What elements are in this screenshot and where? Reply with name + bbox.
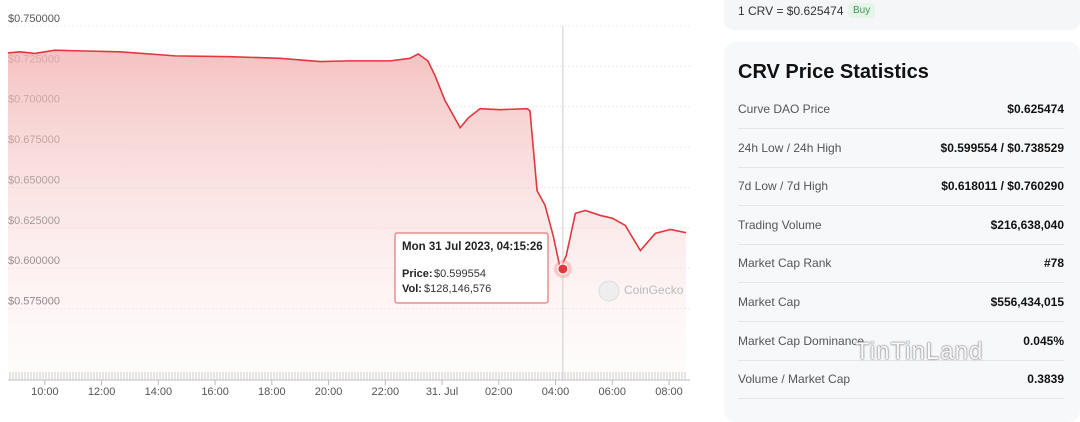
tooltip-box — [394, 232, 549, 304]
tooltip: Mon 31 Jul 2023, 04:15:26 Price: $0.599554… — [394, 232, 549, 304]
stat-value: $556,434,015 — [990, 295, 1064, 309]
stat-value: $0.625474 — [1007, 102, 1064, 116]
tooltip-vol: $128,146,576 — [424, 283, 491, 295]
x-tick-label: 04:00 — [542, 386, 570, 398]
x-tick-label: 18:00 — [258, 386, 286, 398]
price-line — [7, 49, 687, 272]
stat-label: Market Cap — [738, 295, 801, 309]
watermark: TinTinLand — [855, 338, 983, 366]
stat-label: 24h Low / 24h High — [738, 140, 842, 155]
stats-title: CRV Price Statistics — [738, 61, 929, 83]
buy-button[interactable]: Buy — [848, 3, 876, 18]
stat-label: Trading Volume — [738, 217, 822, 232]
stat-row: Market Cap $556,434,015 — [738, 283, 1064, 322]
stat-value: $0.599554 / $0.738529 — [940, 140, 1064, 155]
x-tick-label: 12:00 — [88, 386, 116, 398]
tooltip-price-label: Price: — [402, 268, 433, 280]
tooltip-price: $0.599554 — [434, 268, 486, 280]
stat-value: #78 — [1043, 256, 1064, 271]
stat-row: 24h Low / 24h High $0.599554 / $0.738529 — [738, 129, 1064, 168]
stat-row: Market Cap Rank #78 — [738, 244, 1064, 284]
converter: 1 CRV = $0.625474 Buy — [724, 0, 1080, 30]
area-fill — [8, 50, 686, 380]
watermark-text: TinTinLand — [855, 338, 984, 365]
tooltip-date: Mon 31 Jul 2023, 04:15:26 — [402, 241, 543, 253]
tooltip-vol-label: Vol: — [402, 283, 422, 295]
x-tick-label: 06:00 — [598, 386, 626, 398]
stat-row: 7d Low / 7d High $0.618011 / $0.760290 — [738, 167, 1064, 207]
x-tick-label: 31. Jul — [426, 386, 458, 398]
stat-label: Market Cap Rank — [738, 256, 832, 271]
converter-text: 1 CRV = $0.625474 — [738, 4, 844, 18]
stat-label: 7d Low / 7d High — [738, 179, 829, 194]
source-text: CoinGecko — [624, 283, 684, 297]
stat-value: $0.618011 / $0.760290 — [941, 179, 1064, 194]
stat-label: Market Cap Dominance — [738, 333, 865, 348]
x-tick-label: 02:00 — [485, 386, 513, 398]
stat-row: Curve DAO Price $0.625474 — [738, 90, 1064, 129]
stat-label: Volume / Market Cap — [738, 372, 851, 387]
x-tick-label: 16:00 — [201, 386, 229, 398]
source-logo: CoinGecko — [598, 280, 684, 302]
x-tick-label: 20:00 — [315, 386, 343, 398]
hover-point — [557, 263, 569, 275]
stats-panel: CRV Price Statistics Curve DAO Price $0.6… — [724, 42, 1080, 422]
chart: $0.750000$0.725000$0.700000$0.675000$0.6… — [7, 13, 690, 398]
stat-label: Curve DAO Price — [738, 102, 831, 116]
x-tick-label: 22:00 — [372, 386, 400, 398]
stat-row: Market Cap Dominance 0.045% — [738, 322, 1064, 361]
y-tick-label: $0.750000 — [8, 13, 60, 25]
x-tick-label: 14:00 — [145, 386, 173, 398]
page: $0.750000$0.725000$0.700000$0.675000$0.6… — [7, 0, 1080, 400]
x-tick-label: 08:00 — [655, 386, 683, 398]
stat-value: 0.045% — [1023, 333, 1064, 348]
x-tick-label: 10:00 — [31, 386, 59, 398]
stat-value: 0.3839 — [1027, 372, 1064, 387]
logo-circle — [598, 280, 620, 302]
stat-value: $216,638,040 — [990, 217, 1064, 232]
stat-row: Trading Volume $216,638,040 — [738, 206, 1064, 245]
stat-row: Volume / Market Cap 0.3839 — [738, 360, 1064, 400]
